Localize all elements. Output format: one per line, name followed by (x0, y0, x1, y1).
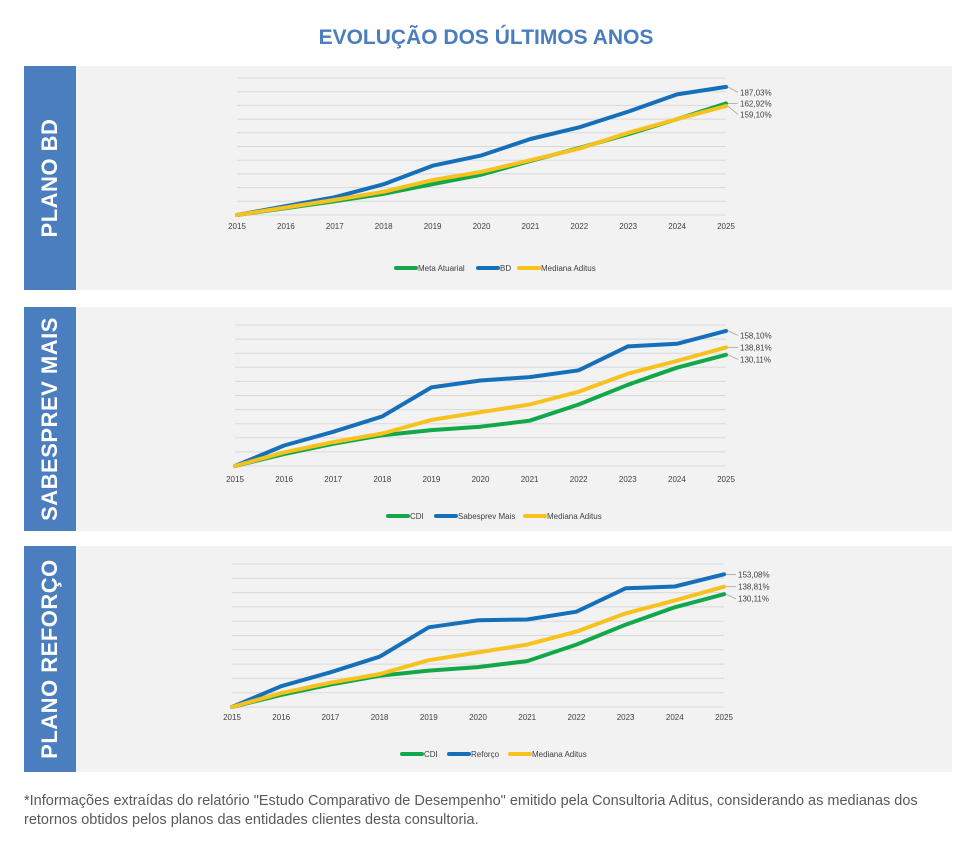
x-tick-label: 2020 (469, 713, 487, 722)
series-line-sabesprev-mais (233, 328, 728, 468)
x-tick-label: 2022 (570, 475, 588, 484)
series-line-mediana-aditus (235, 104, 728, 217)
x-tick-label: 2017 (322, 713, 340, 722)
x-tick-label: 2016 (272, 713, 290, 722)
end-data-label: 138,81% (738, 583, 770, 592)
end-data-label: 130,11% (740, 355, 771, 364)
x-tick-label: 2021 (522, 222, 540, 231)
panel-side-bar: SABESPREV MAIS (24, 307, 76, 531)
x-tick-label: 2018 (371, 713, 389, 722)
x-tick-label: 2018 (375, 222, 393, 231)
x-tick-label: 2015 (228, 222, 246, 231)
end-data-label: 158,10% (740, 331, 772, 340)
x-tick-label: 2023 (617, 713, 635, 722)
panel-plano-reforco: PLANO REFORÇO 2015 2016 2017 2018 2019 2020 20… (24, 546, 952, 772)
x-tick-label: 2017 (326, 222, 344, 231)
legend-entry: Sabesprev Mais (458, 512, 515, 521)
legend-entry: Meta Atuarial (418, 264, 465, 273)
x-tick-label: 2024 (668, 475, 686, 484)
x-tick-label: 2019 (420, 713, 438, 722)
end-data-label: 153,08% (738, 571, 770, 580)
end-label-leader (725, 593, 737, 600)
panel-label: SABESPREV MAIS (37, 317, 62, 521)
x-tick-label: 2018 (373, 475, 391, 484)
x-tick-label: 2022 (568, 713, 586, 722)
panel-plano-bd: PLANO BD 2015 2016 2017 2018 2019 2020 2021 202… (24, 66, 952, 290)
end-label-leader (727, 86, 739, 93)
x-tick-label: 2022 (570, 222, 588, 231)
x-tick-label: 2025 (715, 713, 733, 722)
x-tick-label: 2023 (619, 475, 637, 484)
legend-entry: CDI (410, 512, 424, 521)
end-label-leader (727, 354, 739, 360)
legend-entry: Reforço (471, 750, 500, 759)
x-tick-label: 2020 (473, 222, 491, 231)
x-tick-label: 2025 (717, 475, 735, 484)
x-tick-label: 2020 (472, 475, 490, 484)
panel-side-bar: PLANO BD (24, 66, 76, 290)
end-label-leader (727, 330, 739, 336)
end-data-label: 138,81% (740, 343, 772, 352)
x-tick-label: 2015 (226, 475, 244, 484)
x-tick-label: 2024 (666, 713, 684, 722)
x-tick-label: 2024 (668, 222, 686, 231)
x-tick-label: 2015 (223, 713, 241, 722)
end-data-label: 187,03% (740, 88, 772, 97)
legend-entry: Mediana Aditus (547, 512, 602, 521)
legend-entry: BD (500, 264, 511, 273)
chart-plano-bd: 2015 2016 2017 2018 2019 2020 2021 2022 2023 2024… (228, 77, 772, 273)
series-line-bd (235, 84, 728, 217)
panel-side-bar: PLANO REFORÇO (24, 546, 76, 772)
x-tick-label: 2025 (717, 222, 735, 231)
chart-sabesprev-mais: 2015 2016 2017 2018 2019 2020 2021 2022 2023 2024… (226, 324, 772, 521)
end-data-label: 159,10% (740, 110, 772, 119)
panel-label: PLANO BD (37, 118, 62, 238)
panel-label: PLANO REFORÇO (37, 559, 62, 759)
x-tick-label: 2019 (423, 475, 441, 484)
end-data-label: 130,11% (738, 595, 769, 604)
series-line-meta-atuarial (235, 101, 728, 217)
panel-sabesprev-mais: SABESPREV MAIS 2015 2016 2017 2018 2019 2020 2… (24, 307, 952, 531)
end-label-leader (727, 105, 739, 115)
chart-plano-reforco: 2015 2016 2017 2018 2019 2020 2021 2022 2023 2024… (223, 563, 770, 759)
x-tick-label: 2019 (424, 222, 442, 231)
series-line-mediana-aditus (233, 345, 728, 468)
x-tick-label: 2023 (619, 222, 637, 231)
end-data-label: 162,92% (740, 99, 772, 108)
x-tick-label: 2017 (324, 475, 342, 484)
series-line-mediana-aditus (230, 584, 726, 709)
legend-entry: Mediana Aditus (541, 264, 596, 273)
footnote: *Informações extraídas do relatório "Est… (24, 793, 918, 828)
x-tick-label: 2021 (521, 475, 539, 484)
legend-entry: CDI (424, 750, 438, 759)
x-tick-label: 2016 (277, 222, 295, 231)
x-tick-label: 2021 (518, 713, 536, 722)
page-title: EVOLUÇÃO DOS ÚLTIMOS ANOS (318, 26, 654, 49)
x-tick-label: 2016 (275, 475, 293, 484)
legend-entry: Mediana Aditus (532, 750, 587, 759)
series-line-reforço (230, 572, 726, 709)
